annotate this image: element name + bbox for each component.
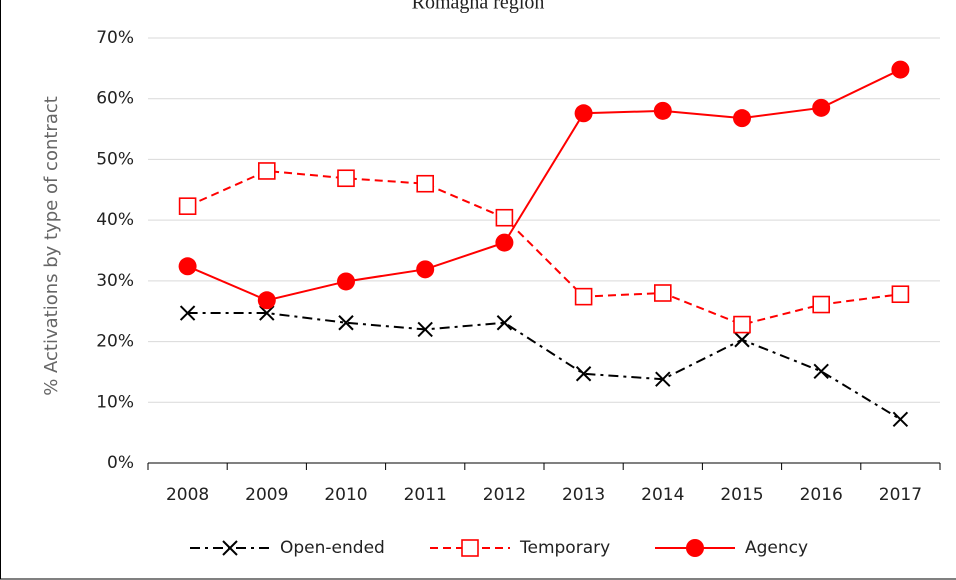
series-line <box>187 169 901 326</box>
x-tick-label: 2012 <box>483 485 526 505</box>
y-tick-label: 40% <box>96 210 134 230</box>
x-tick-label: 2016 <box>800 485 843 505</box>
legend-label: Agency <box>745 538 808 558</box>
marker <box>813 363 829 380</box>
marker <box>891 285 910 304</box>
marker <box>812 98 831 117</box>
y-axis-title: % Activations by type of contract <box>41 96 62 396</box>
marker <box>495 208 514 227</box>
marker <box>416 260 435 279</box>
marker <box>337 169 355 188</box>
chart-title: Romagna region <box>412 0 545 14</box>
y-tick-label: 10% <box>96 392 134 412</box>
y-tick-label: 0% <box>107 453 134 473</box>
x-tick-label: 2010 <box>324 485 367 505</box>
marker <box>179 305 196 321</box>
marker <box>653 101 672 120</box>
marker <box>337 272 355 291</box>
marker <box>461 539 479 557</box>
marker <box>812 295 831 314</box>
marker <box>686 539 704 557</box>
marker <box>653 284 672 302</box>
x-tick-label: 2017 <box>879 485 922 505</box>
marker <box>257 291 276 310</box>
marker <box>259 305 275 321</box>
marker <box>733 109 751 128</box>
y-tick-label: 20% <box>96 332 134 352</box>
marker <box>495 233 514 252</box>
marker <box>734 332 750 348</box>
marker <box>574 287 593 306</box>
x-tick-label: 2014 <box>641 485 684 505</box>
marker <box>178 257 197 276</box>
marker <box>338 315 354 331</box>
marker <box>733 315 751 334</box>
marker <box>178 197 197 215</box>
y-tick-label: 30% <box>96 271 134 291</box>
x-tick-label: 2013 <box>562 485 605 505</box>
marker <box>222 540 238 556</box>
marker <box>496 315 513 331</box>
y-tick-label: 70% <box>96 28 134 48</box>
series-line <box>187 68 901 302</box>
marker <box>892 411 909 427</box>
marker <box>891 60 910 79</box>
marker <box>416 174 435 193</box>
marker <box>257 162 276 180</box>
legend-label: Temporary <box>519 538 610 558</box>
y-tick-label: 60% <box>96 89 134 109</box>
x-tick-label: 2015 <box>720 485 763 505</box>
x-tick-label: 2011 <box>404 485 447 505</box>
marker <box>575 366 592 382</box>
series-line <box>187 312 901 421</box>
y-tick-label: 50% <box>96 149 134 169</box>
x-tick-label: 2009 <box>245 485 288 505</box>
marker <box>417 321 433 338</box>
x-tick-label: 2008 <box>166 485 209 505</box>
marker <box>574 104 593 123</box>
legend-label: Open-ended <box>280 538 385 558</box>
marker <box>655 371 671 387</box>
